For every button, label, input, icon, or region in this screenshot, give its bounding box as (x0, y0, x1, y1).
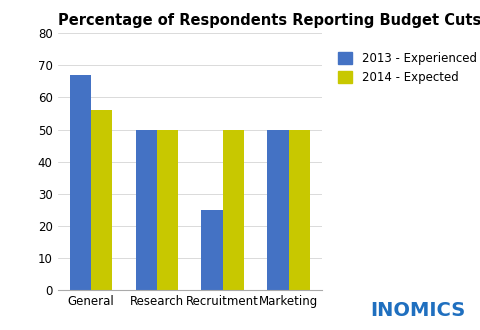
Bar (202, 210, 223, 290)
Text: INOMICS: INOMICS (371, 301, 466, 320)
Bar (288, 130, 310, 290)
Bar (91, 110, 112, 290)
Bar (267, 130, 288, 290)
Bar (70, 75, 91, 290)
Bar (223, 130, 244, 290)
Bar (135, 130, 156, 290)
Legend: 2013 - Experienced, 2014 - Expected: 2013 - Experienced, 2014 - Expected (338, 52, 477, 84)
Bar (156, 130, 178, 290)
Text: Percentage of Respondents Reporting Budget Cuts in France: Percentage of Respondents Reporting Budg… (58, 13, 480, 28)
